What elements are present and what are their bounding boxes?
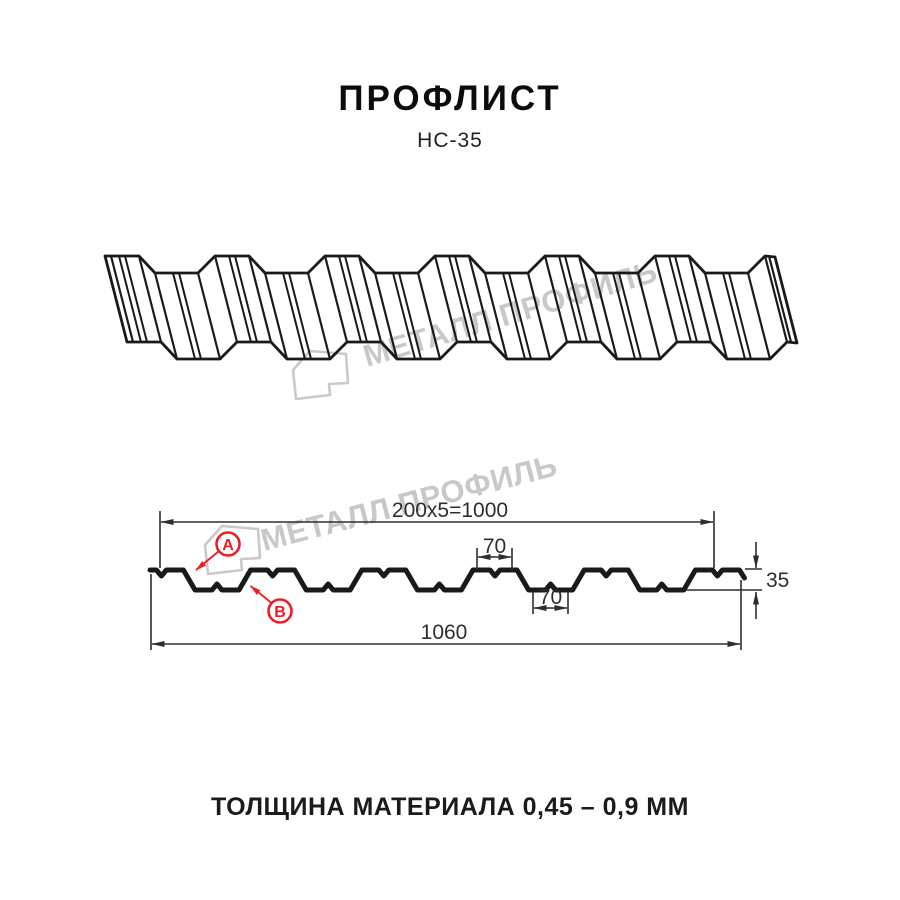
page-title: ПРОФЛИСТ: [338, 79, 562, 118]
rib-top-width-label: 70: [483, 535, 506, 558]
sheet-outline: [103, 254, 799, 361]
callout-b: В: [249, 585, 293, 624]
metal-profil-logo-icon: [291, 349, 350, 401]
material-thickness-note: ТОЛЩИНА МАТЕРИАЛА 0,45 – 0,9 ММ: [211, 793, 689, 821]
dimension-lines: [150, 511, 762, 650]
profile-cross-section: [147, 567, 747, 593]
profile-3d-drawing: [103, 254, 799, 361]
stiffening-groove-lines: [118, 255, 752, 360]
metal-profil-logo-icon: [203, 524, 262, 576]
coverage-width-label: 200x5=1000: [392, 499, 508, 522]
dimension-labels: 200x5=1000 70 70 35 1060: [392, 499, 789, 644]
callout-a: А: [195, 531, 241, 571]
profile-model-subtitle: НС-35: [417, 129, 483, 152]
overall-width-label: 1060: [421, 621, 468, 644]
rib-edge-lines: [137, 254, 789, 361]
watermark-upper: МЕТАЛЛ ПРОФИЛЬ: [291, 254, 661, 401]
rib-bottom-width-label: 70: [539, 586, 562, 609]
cut-end-lines: [109, 254, 793, 344]
callout-markers: А В: [195, 531, 293, 624]
callout-a-letter: А: [222, 537, 234, 554]
callout-b-letter: В: [274, 604, 286, 621]
profile-height-label: 35: [766, 569, 789, 592]
